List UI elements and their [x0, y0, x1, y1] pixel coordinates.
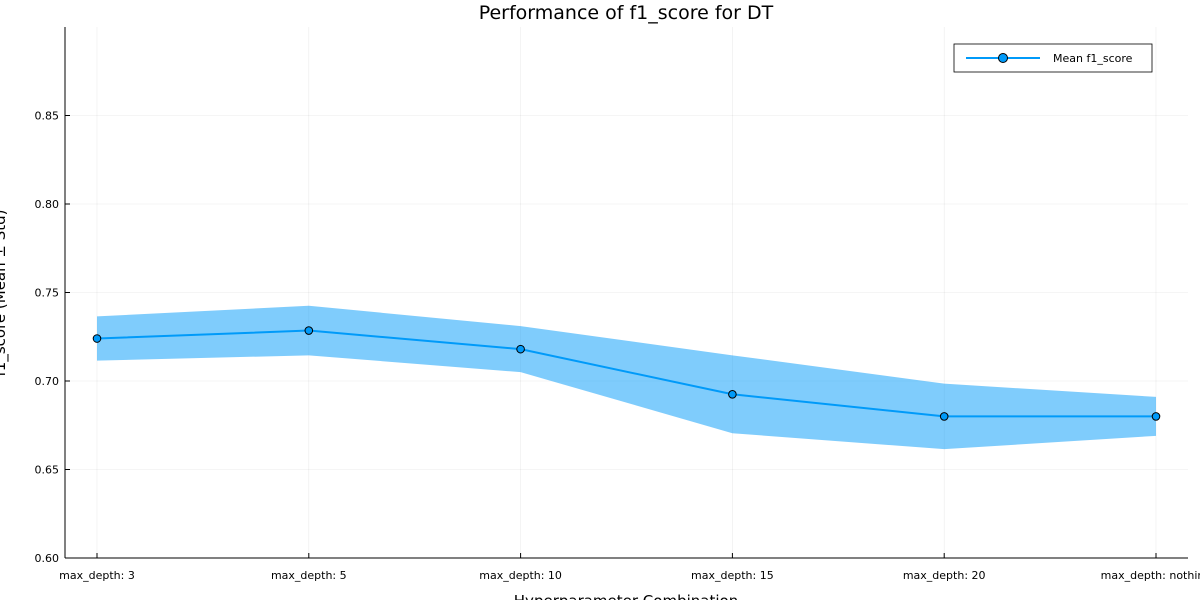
- x-tick-label: max_depth: nothing: [1101, 569, 1200, 582]
- axes-layer: [64, 27, 1188, 559]
- y-tick-label: 0.75: [35, 287, 60, 300]
- data-point: [92, 334, 102, 343]
- x-tick-label: max_depth: 5: [271, 569, 347, 582]
- data-point: [516, 344, 525, 354]
- y-tick-labels: 0.60 0.65 0.70 0.75 0.80 0.85: [35, 110, 60, 566]
- marker-layer: [92, 326, 1161, 421]
- grid-layer: [65, 27, 1188, 559]
- y-tick-label: 0.80: [35, 198, 60, 211]
- x-axis-label: Hyperparameter Combination: [514, 592, 738, 600]
- y-tick-label: 0.60: [35, 552, 60, 565]
- data-point: [728, 389, 737, 399]
- band-layer: [97, 305, 1156, 450]
- y-axis-label: f1_score (Mean ± Std): [0, 210, 10, 377]
- data-point: [304, 326, 314, 335]
- y-tick-label: 0.65: [35, 464, 60, 477]
- data-point: [1151, 412, 1161, 421]
- std-band: [97, 305, 1156, 450]
- y-tick-label: 0.70: [35, 375, 60, 388]
- chart-title: Performance of f1_score for DT: [479, 2, 774, 24]
- x-tick-labels: max_depth: 3 max_depth: 5 max_depth: 10 max…: [59, 569, 1200, 582]
- mean-line: [96, 329, 1156, 418]
- x-tick-label: max_depth: 3: [59, 569, 135, 582]
- x-tick-label: max_depth: 10: [479, 569, 562, 582]
- line-layer: [96, 329, 1156, 418]
- legend: Mean f1_score: [953, 43, 1153, 73]
- data-point: [939, 412, 949, 421]
- x-tick-label: max_depth: 20: [903, 569, 986, 582]
- legend-label: Mean f1_score: [1053, 52, 1133, 65]
- legend-marker-sample: [998, 53, 1008, 63]
- x-tick-label: max_depth: 15: [691, 569, 774, 582]
- y-tick-label: 0.85: [35, 110, 60, 123]
